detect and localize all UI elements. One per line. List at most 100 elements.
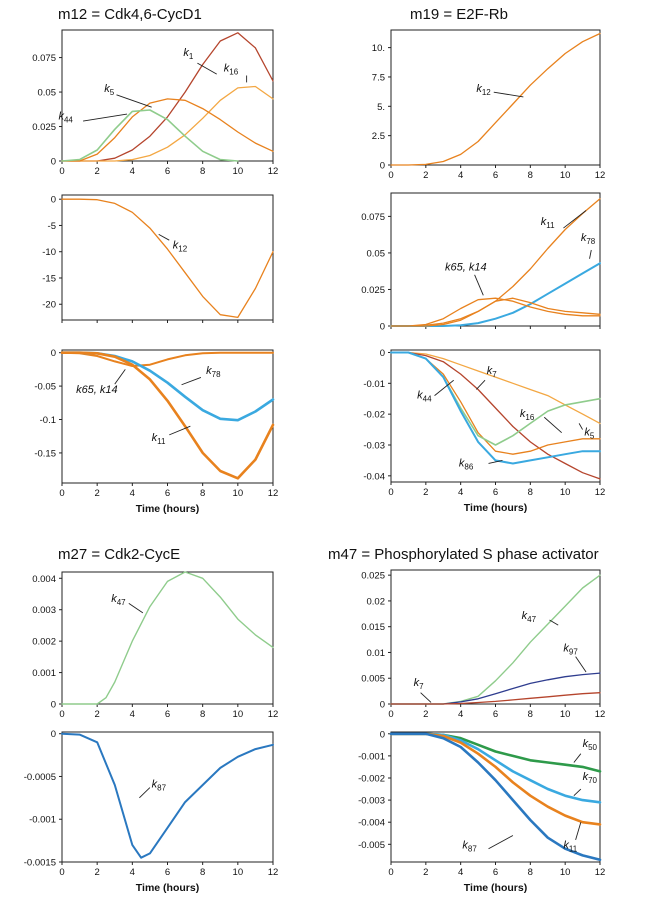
annotation-label: k47 (522, 610, 537, 624)
x-tick-label: 6 (165, 488, 170, 499)
plot-frame (390, 29, 601, 166)
x-tick-label: 12 (595, 709, 606, 720)
plot-frame (61, 29, 274, 162)
x-tick-label: 2 (95, 488, 100, 499)
annotation-label: k78 (206, 365, 221, 379)
annotation-label: k1 (183, 47, 194, 61)
annotation-leader (578, 423, 583, 430)
x-tick-label: 10 (560, 867, 571, 878)
plot-frame (61, 571, 274, 705)
annotation-k: k (584, 427, 590, 439)
plot-frame (61, 349, 274, 484)
annotation-subscript: 5 (110, 88, 115, 97)
annotation-leader (589, 249, 592, 259)
annotation-leader (488, 459, 503, 464)
x-tick-label: 10 (233, 709, 244, 720)
annotation-subscript: 7 (492, 370, 497, 379)
y-tick-label: 0.075 (32, 53, 56, 64)
annotation-k: k (563, 840, 569, 852)
annotation-label: k65, k14 (445, 261, 487, 273)
annotation-k: k (563, 642, 569, 654)
x-tick-label: 6 (165, 166, 170, 177)
x-axis-label: Time (hours) (136, 503, 199, 515)
annotation-subscript: 7 (419, 682, 424, 691)
annotation-k: k (417, 390, 423, 402)
y-tick-label: 0.02 (367, 596, 386, 607)
annotation-label: k11 (541, 216, 555, 230)
y-tick-label: -0.15 (34, 448, 56, 459)
annotation-k: k (522, 610, 528, 622)
annotation-k: k (583, 738, 589, 750)
x-tick-label: 2 (95, 166, 100, 177)
annotation-subscript: 87 (157, 784, 166, 793)
series-line-k12 (61, 198, 274, 319)
annotation-label: k11 (563, 840, 577, 854)
x-tick-label: 0 (388, 487, 393, 498)
annotation-k: k (58, 111, 64, 123)
annotation-label: k7 (487, 365, 498, 379)
annotation-label: k11 (152, 432, 166, 446)
x-tick-label: 4 (458, 867, 463, 878)
y-tick-label: 0 (380, 161, 385, 172)
x-tick-label: 12 (595, 170, 606, 181)
annotation-subscript: 11 (157, 437, 166, 446)
annotation-leader (493, 91, 524, 98)
series-line-k12 (390, 32, 601, 166)
annotation-label: k5 (584, 427, 595, 441)
y-tick-label: 0 (51, 157, 56, 168)
series-line-k11 (60, 351, 275, 480)
y-tick-label: -0.0005 (24, 772, 56, 783)
y-tick-label: -0.03 (363, 440, 385, 451)
annotation-k: k (152, 779, 158, 791)
annotation-k: k (414, 677, 420, 689)
y-tick-label: 0.004 (32, 574, 56, 585)
annotation-label: k70 (583, 771, 598, 785)
x-tick-label: 12 (268, 166, 279, 177)
annotation-k: k (476, 83, 482, 95)
annotation-leader (474, 274, 484, 296)
annotation-leader (169, 425, 191, 436)
y-tick-label: 0.025 (32, 122, 56, 133)
x-tick-label: 4 (130, 166, 135, 177)
y-tick-label: -0.02 (363, 410, 385, 421)
y-tick-label: 0.015 (361, 622, 385, 633)
y-tick-label: 0.025 (361, 285, 385, 296)
plot-frame (390, 731, 601, 863)
annotation-k: k (152, 432, 158, 444)
series-line-k65k14b (390, 297, 601, 327)
annotation-subscript: 44 (64, 116, 73, 125)
x-tick-label: 2 (95, 709, 100, 720)
chart-m12b: 0 -5 -10 -15 -20 k12 (42, 194, 274, 323)
annotation-leader (420, 692, 432, 703)
annotation-leader (434, 379, 454, 396)
x-tick-label: 0 (59, 867, 64, 878)
x-tick-label: 10 (560, 170, 571, 181)
y-tick-label: -0.004 (358, 818, 385, 829)
x-tick-label: 8 (200, 867, 205, 878)
y-tick-label: -0.001 (29, 815, 56, 826)
plot-frame (390, 569, 601, 705)
annotation-label: k87 (152, 779, 167, 793)
annotation-label: k65, k14 (76, 384, 118, 396)
annotation-leader (197, 62, 217, 75)
annotation-subscript: 78 (212, 370, 221, 379)
x-tick-label: 6 (493, 867, 498, 878)
series-line-k44 (61, 109, 239, 162)
x-tick-label: 4 (130, 867, 135, 878)
x-tick-label: 2 (423, 487, 428, 498)
annotation-leader (573, 753, 582, 763)
y-tick-label: -0.0015 (24, 858, 56, 869)
y-tick-label: -0.1 (40, 415, 56, 426)
x-tick-label: 10 (560, 487, 571, 498)
y-tick-label: -0.04 (363, 471, 385, 482)
annotation-label: k78 (581, 232, 596, 246)
annotation-subscript: 97 (569, 647, 578, 656)
annotation-k: k (462, 840, 468, 852)
y-tick-label: 10. (372, 43, 385, 54)
annotation-leader (83, 113, 128, 122)
x-tick-label: 8 (528, 867, 533, 878)
